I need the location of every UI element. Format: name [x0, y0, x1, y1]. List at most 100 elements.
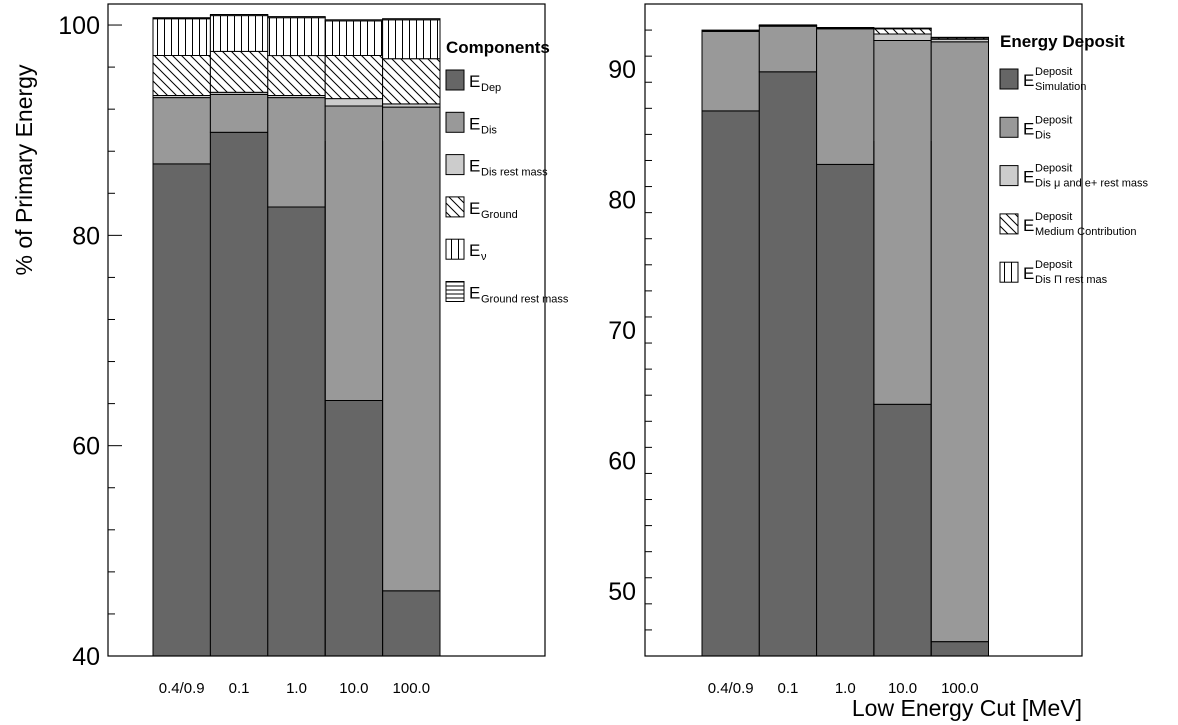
legend-label-sup: Deposit	[1035, 259, 1072, 271]
legend-swatch-dis	[445, 111, 465, 133]
bar-segment-ground_rest	[152, 17, 211, 20]
bar-segment-dis	[873, 40, 932, 405]
y-tick-label: 40	[72, 643, 100, 671]
bar-segment-sim	[816, 163, 875, 657]
bar-segment-dis	[324, 105, 384, 401]
legend-label-base: E	[1023, 216, 1034, 235]
x-tick-label: 100.0	[393, 680, 431, 697]
x-tick-label: 1.0	[835, 680, 856, 697]
left-chart-panel: 40 60 80 100 0.4/0.9 0.1 1.0 10.0 100.0 % of Prim…	[11, 3, 569, 697]
legend-label-base: E	[1023, 168, 1034, 187]
bar-segment-dep	[152, 163, 211, 657]
legend-label-sub: Medium Contribution	[1035, 226, 1137, 238]
bar-segment-nu	[152, 18, 211, 56]
y-tick-label: 80	[72, 222, 100, 250]
legend-label-sub: Ground	[481, 209, 518, 221]
legend-label-sup: Deposit	[1035, 114, 1072, 126]
legend-label-base: E	[469, 157, 480, 176]
bar-segment-dis	[209, 93, 269, 133]
bar-segment-dis_pi	[758, 24, 818, 27]
bar-segment-dep	[209, 131, 269, 657]
legend-swatch-dis_pi	[999, 261, 1019, 283]
bar-segment-nu	[324, 20, 384, 56]
bar-segment-medium	[873, 28, 932, 35]
y-tick-label: 80	[608, 187, 636, 215]
bar-segment-sim	[701, 110, 760, 657]
x-tick-label: 1.0	[286, 680, 307, 697]
bar-segment-nu	[382, 19, 441, 60]
legend-label-sub: Dis rest mass	[481, 167, 548, 179]
bar-segment-sim	[873, 403, 932, 657]
plot-frame	[644, 3, 1083, 657]
legend-title: Components	[446, 38, 550, 57]
bar-segment-dis	[267, 97, 326, 208]
legend-label-base: E	[1023, 71, 1034, 90]
legend-label-base: E	[469, 72, 480, 91]
legend-swatch-medium	[999, 213, 1019, 235]
bar-segment-dis	[758, 25, 818, 73]
bar-segment-dis	[152, 97, 211, 165]
legend-label-sub: Ground rest mass	[481, 294, 569, 306]
legend-swatch-dis_mu	[999, 165, 1019, 187]
bar-segment-dis	[382, 106, 441, 592]
legend-label-sup: Deposit	[1035, 163, 1072, 175]
bar-segment-nu	[267, 17, 326, 57]
legend-swatch-nu	[445, 238, 465, 260]
bar-segment-dis_pi	[930, 36, 990, 39]
x-tick-label: 0.1	[229, 680, 250, 697]
bar-segment-dep	[324, 400, 384, 657]
y-axis-title: % of Primary Energy	[11, 64, 37, 275]
bar-segment-dis	[816, 28, 875, 165]
bar-segment-dis_rest	[324, 98, 384, 107]
bar-segment-ground_rest	[267, 16, 326, 19]
y-tick-label: 70	[608, 317, 636, 345]
x-tick-label: 0.4/0.9	[159, 680, 205, 697]
legend-swatch-dis	[999, 116, 1019, 138]
y-tick-label: 60	[608, 447, 636, 475]
legend-swatch-ground	[445, 196, 465, 218]
bar-segment-dis_mu	[873, 33, 932, 41]
x-axis-title: Low Energy Cut [MeV]	[852, 695, 1082, 721]
x-tick-label: 100.0	[941, 680, 979, 697]
y-tick-label: 90	[608, 56, 636, 84]
legend-swatch-dis_rest	[445, 154, 465, 176]
x-tick-label: 10.0	[888, 680, 917, 697]
legend-label-base: E	[1023, 264, 1034, 283]
bar-segment-ground	[324, 55, 384, 100]
y-tick-label: 50	[608, 578, 636, 606]
x-tick-label: 10.0	[339, 680, 368, 697]
legend-label-sub: Dis Π rest mas	[1035, 274, 1108, 286]
legend-label-base: E	[1023, 119, 1034, 138]
bar-segment-dis_pi	[701, 29, 760, 32]
legend-label-base: E	[469, 114, 480, 133]
bar-segment-dis_pi	[816, 27, 875, 29]
bar-segment-ground	[267, 55, 326, 96]
bar-segment-nu	[209, 15, 269, 52]
legend-label-sub: ν	[481, 251, 487, 263]
y-tick-label: 60	[72, 433, 100, 461]
legend-label-sub: Dep	[481, 82, 501, 94]
legend-title: Energy Deposit	[1000, 32, 1125, 51]
legend-label-sup: Deposit	[1035, 66, 1072, 78]
bar-segment-ground	[382, 58, 441, 105]
legend-label-base: E	[469, 199, 480, 218]
bar-segment-dis	[930, 41, 990, 643]
legend-swatch-dep	[445, 69, 465, 91]
bar-segment-dep	[382, 590, 441, 657]
legend-label-sub: Dis	[1035, 129, 1051, 141]
legend-swatch-sim	[999, 68, 1019, 90]
y-tick-label: 100	[58, 12, 100, 40]
legend-label-sub: Dis	[481, 124, 497, 136]
bar-segment-ground_rest	[382, 18, 441, 21]
bar-segment-ground	[209, 50, 269, 93]
bar-segment-dis	[701, 30, 760, 112]
x-tick-label: 0.1	[778, 680, 799, 697]
bar-segment-dis_pi	[873, 27, 932, 30]
plot-frame	[107, 3, 546, 657]
bar-segment-dep	[267, 206, 326, 657]
bar-segment-sim	[758, 71, 818, 657]
legend-swatch-ground_rest	[445, 281, 465, 302]
legend-label-sup: Deposit	[1035, 211, 1072, 223]
